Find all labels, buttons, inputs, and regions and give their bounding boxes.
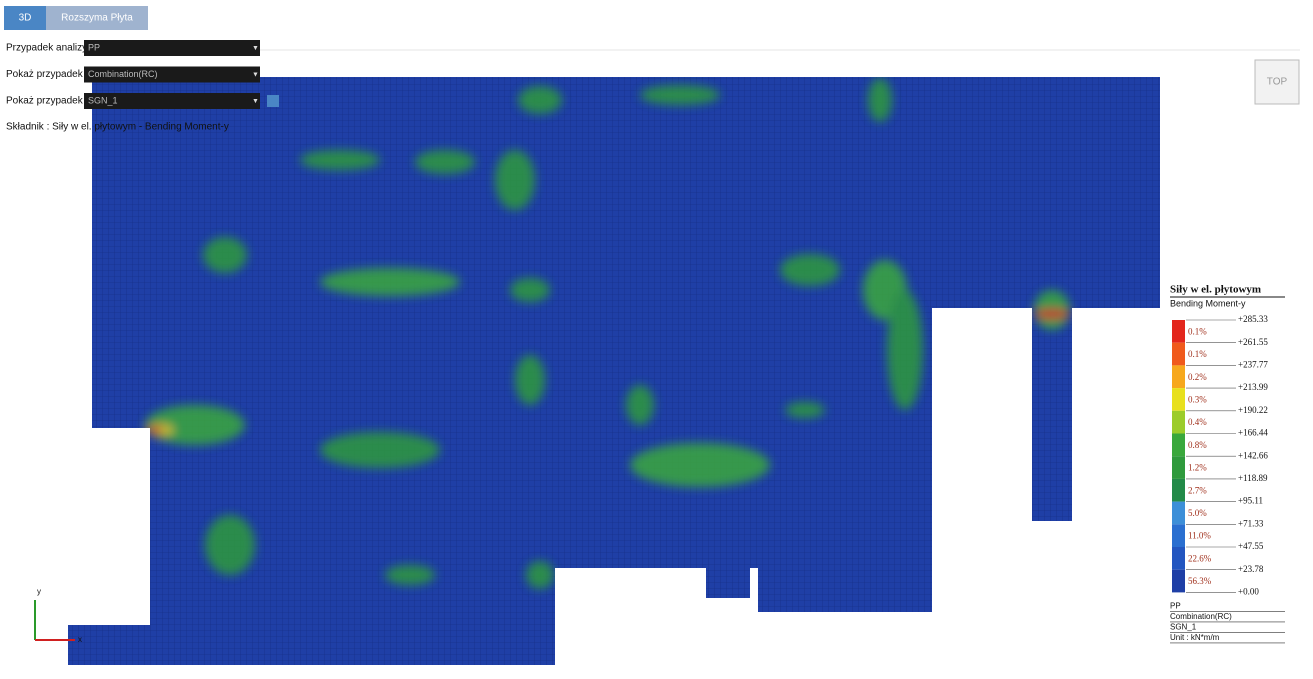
slab-map	[68, 77, 1160, 665]
legend-percent: 2.7%	[1188, 485, 1207, 495]
legend-swatch	[1172, 524, 1185, 547]
legend-swatch	[1172, 365, 1185, 388]
dropdown-value[interactable]: PP	[88, 42, 100, 52]
legend-swatch	[1172, 320, 1185, 343]
component-label: Składnik : Siły w el. płytowym - Bending…	[6, 122, 229, 133]
axis-label: x	[78, 635, 82, 644]
legend-level: +261.55	[1238, 337, 1268, 347]
legend-level: +0.00	[1238, 586, 1259, 596]
legend-percent: 0.1%	[1188, 349, 1207, 359]
legend-level: +71.33	[1238, 518, 1264, 528]
legend-swatch	[1172, 343, 1185, 366]
legend-swatch	[1172, 434, 1185, 457]
legend-percent: 0.3%	[1188, 395, 1207, 405]
legend-level: +213.99	[1238, 382, 1268, 392]
dropdown-value[interactable]: Combination(RC)	[88, 69, 158, 79]
legend-swatch	[1172, 547, 1185, 570]
control-label: Pokaż przypadek	[6, 69, 84, 80]
legend-swatch	[1172, 502, 1185, 525]
slab	[68, 77, 1160, 665]
dropdown[interactable]	[84, 40, 260, 56]
dropdown-arrow[interactable]: ▼	[252, 71, 259, 78]
legend-level: +118.89	[1238, 473, 1268, 483]
legend-swatch	[1172, 570, 1185, 593]
legend: Siły w el. płytowym Bending Moment-y +28…	[1170, 284, 1285, 643]
legend-swatch	[1172, 479, 1185, 502]
dropdown-value[interactable]: SGN_1	[88, 95, 118, 105]
legend-swatch	[1172, 411, 1185, 434]
legend-footer: Combination(RC)	[1170, 612, 1232, 621]
legend-footer: Unit : kN*m/m	[1170, 633, 1220, 642]
legend-footer: PP	[1170, 602, 1181, 611]
legend-swatch	[1172, 456, 1185, 479]
legend-level: +47.55	[1238, 541, 1264, 551]
view-cube-label[interactable]: TOP	[1267, 77, 1288, 88]
legend-level: +142.66	[1238, 450, 1268, 460]
legend-percent: 0.1%	[1188, 326, 1207, 336]
legend-percent: 11.0%	[1188, 531, 1211, 541]
legend-percent: 5.0%	[1188, 508, 1207, 518]
legend-footer: SGN_1	[1170, 623, 1197, 632]
legend-percent: 22.6%	[1188, 553, 1212, 563]
legend-level: +237.77	[1238, 359, 1268, 369]
legend-subtitle: Bending Moment-y	[1170, 298, 1246, 308]
legend-percent: 56.3%	[1188, 576, 1212, 586]
dropdown-arrow[interactable]: ▼	[252, 45, 259, 52]
legend-percent: 0.2%	[1188, 372, 1207, 382]
dropdown-arrow[interactable]: ▼	[252, 98, 259, 105]
legend-level: +23.78	[1238, 564, 1264, 574]
axis-label: y	[37, 587, 41, 596]
control-label: Pokaż przypadek	[6, 96, 84, 107]
tab-label[interactable]: Rozszyma Płyta	[61, 13, 133, 24]
legend-swatch	[1172, 388, 1185, 411]
legend-level: +190.22	[1238, 405, 1268, 415]
legend-level: +95.11	[1238, 496, 1263, 506]
control-label: Przypadek analizy	[6, 43, 87, 54]
legend-title: Siły w el. płytowym	[1170, 284, 1261, 296]
settings-button[interactable]	[267, 95, 279, 107]
tab-label[interactable]: 3D	[19, 13, 32, 24]
legend-percent: 0.8%	[1188, 440, 1207, 450]
legend-percent: 0.4%	[1188, 417, 1207, 427]
legend-level: +285.33	[1238, 314, 1268, 324]
legend-percent: 1.2%	[1188, 463, 1207, 473]
viewport: 3D Rozszyma Płyta Przypadek analizyPP▼Po…	[0, 0, 1313, 679]
legend-level: +166.44	[1238, 428, 1268, 438]
